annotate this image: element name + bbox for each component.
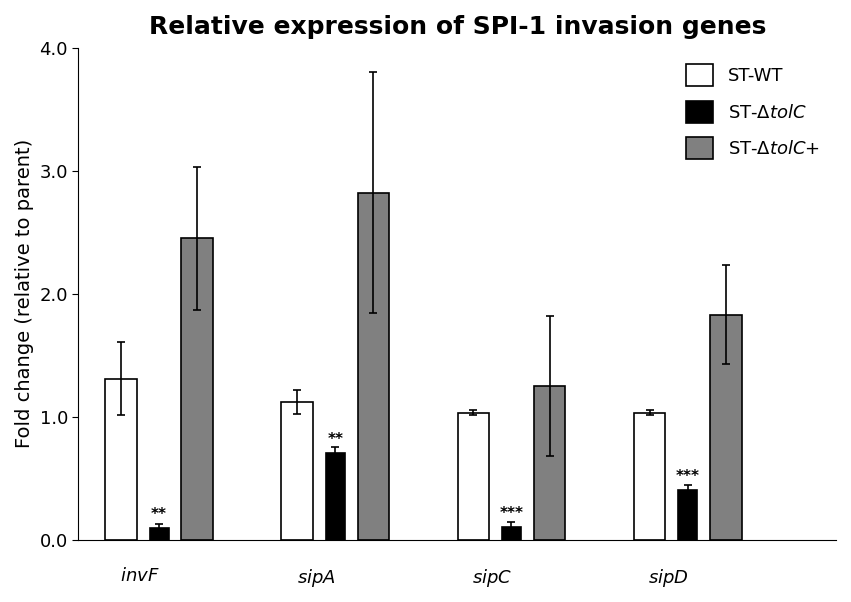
Bar bbox=[534, 386, 565, 539]
Title: Relative expression of SPI-1 invasion genes: Relative expression of SPI-1 invasion ge… bbox=[149, 15, 766, 39]
Text: $\it{sipD}$: $\it{sipD}$ bbox=[648, 566, 689, 589]
Bar bbox=[634, 413, 665, 539]
Text: $\it{sipA}$: $\it{sipA}$ bbox=[297, 566, 336, 589]
Text: ***: *** bbox=[676, 469, 700, 484]
Text: ***: *** bbox=[500, 506, 523, 521]
Text: $\it{sipC}$: $\it{sipC}$ bbox=[472, 566, 512, 589]
Bar bbox=[678, 491, 697, 539]
Bar bbox=[150, 529, 168, 539]
Bar bbox=[502, 527, 521, 539]
Y-axis label: Fold change (relative to parent): Fold change (relative to parent) bbox=[15, 139, 34, 448]
Text: **: ** bbox=[328, 432, 343, 447]
Legend: ST-WT, ST-$\it{\Delta tolC}$, ST-$\it{\Delta tolC}$+: ST-WT, ST-$\it{\Delta tolC}$, ST-$\it{\D… bbox=[679, 57, 827, 166]
Bar bbox=[458, 413, 489, 539]
Text: $\it{invF}$: $\it{invF}$ bbox=[120, 566, 160, 585]
Bar bbox=[710, 315, 741, 539]
Bar bbox=[326, 453, 345, 539]
Text: **: ** bbox=[151, 507, 167, 523]
Bar bbox=[357, 193, 389, 539]
Bar bbox=[181, 238, 213, 539]
Bar bbox=[282, 402, 313, 539]
Bar bbox=[106, 379, 137, 539]
